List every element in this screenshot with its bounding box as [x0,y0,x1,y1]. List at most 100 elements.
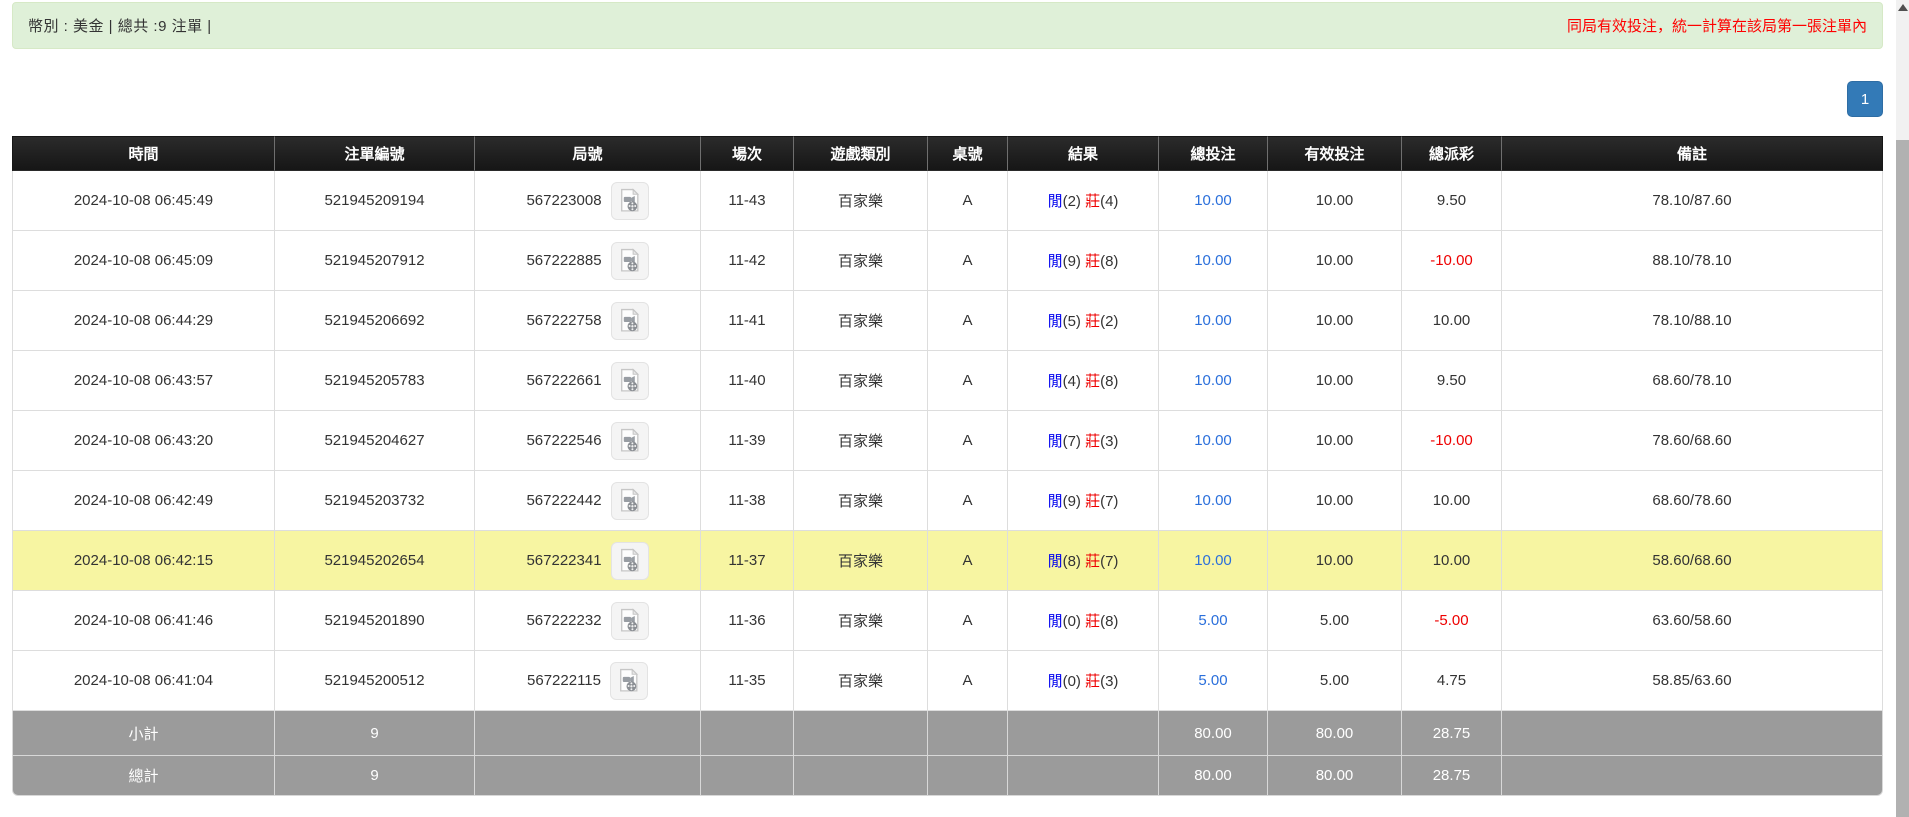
cell-game-type: 百家樂 [794,351,928,411]
cell-round-id: 567222232 [475,591,701,651]
video-file-icon [620,668,639,692]
video-file-icon [621,188,640,212]
cell-bet-id: 521945207912 [275,231,475,291]
cell-empty [928,756,1008,796]
cell-result: 閒(5) 莊(2) [1008,291,1159,351]
cell-session: 11-38 [701,471,794,531]
col-header-round-id: 局號 [475,136,701,171]
table-header-row: 時間 注單編號 局號 場次 遊戲類別 桌號 結果 總投注 有效投注 總派彩 備註 [12,136,1883,171]
total-bet-link[interactable]: 10.00 [1194,312,1232,329]
bet-records: 時間 注單編號 局號 場次 遊戲類別 桌號 結果 總投注 有效投注 總派彩 備註 2024-10-0… [12,136,1883,796]
video-replay-button[interactable] [610,541,649,580]
video-replay-button[interactable] [610,421,649,460]
banker-label: 莊 [1085,553,1101,570]
cell-payout-sum: 28.75 [1402,711,1502,756]
round-number: 567222341 [526,552,602,569]
col-header-result: 結果 [1008,136,1159,171]
round-number: 567222232 [526,612,602,629]
cell-payout: 9.50 [1402,171,1502,231]
cell-valid-bet: 10.00 [1268,531,1402,591]
cell-total-bet: 5.00 [1159,651,1268,711]
cell-game-type: 百家樂 [794,471,928,531]
col-header-bet-id: 注單編號 [275,136,475,171]
cell-valid-bet: 5.00 [1268,591,1402,651]
total-bet-link[interactable]: 5.00 [1198,612,1228,629]
cell-total-bet: 5.00 [1159,591,1268,651]
table-row: 2024-10-08 06:43:20 521945204627 567222546… [12,411,1883,471]
table-row: 2024-10-08 06:41:04 521945200512 567222115… [12,651,1883,711]
total-bet-link[interactable]: 10.00 [1194,492,1232,509]
cell-bet-id: 521945209194 [275,171,475,231]
cell-round-id: 567222341 [475,531,701,591]
player-label: 閒 [1047,433,1063,450]
cell-result: 閒(2) 莊(4) [1008,171,1159,231]
cell-session: 11-39 [701,411,794,471]
video-replay-button[interactable] [610,601,649,640]
page-1-button[interactable]: 1 [1847,81,1883,117]
player-label: 閒 [1047,673,1063,690]
cell-valid-bet-sum: 80.00 [1268,711,1402,756]
video-replay-button[interactable] [610,481,649,520]
payout-value: -10.00 [1430,432,1473,449]
total-bet-link[interactable]: 10.00 [1194,432,1232,449]
banker-label: 莊 [1085,193,1101,210]
cell-time: 2024-10-08 06:43:57 [12,351,275,411]
table-row: 2024-10-08 06:44:29 521945206692 567222758… [12,291,1883,351]
notice-text: 同局有效投注，統一計算在該局第一張注單內 [1566,18,1867,35]
cell-empty [1502,756,1883,796]
round-number: 567222758 [526,312,602,329]
video-replay-button[interactable] [610,361,649,400]
cell-game-type: 百家樂 [794,171,928,231]
cell-table: A [928,231,1008,291]
cell-table: A [928,351,1008,411]
vertical-scrollbar[interactable] [1896,0,1909,817]
payout-value: 9.50 [1436,192,1467,209]
cell-empty [1502,711,1883,756]
total-bet-link[interactable]: 5.00 [1198,672,1228,689]
scrollbar-thumb[interactable] [1896,140,1909,817]
cell-empty [1008,711,1159,756]
round-number: 567222442 [526,492,602,509]
cell-table: A [928,411,1008,471]
cell-result: 閒(8) 莊(7) [1008,531,1159,591]
video-replay-button[interactable] [610,241,649,280]
total-bet-link[interactable]: 10.00 [1194,252,1232,269]
total-bet-link[interactable]: 10.00 [1194,192,1232,209]
cell-empty [475,711,701,756]
cell-valid-bet: 10.00 [1268,231,1402,291]
round-number: 567222661 [526,372,602,389]
video-file-icon [621,368,640,392]
round-number: 567223008 [526,192,602,209]
cell-table: A [928,291,1008,351]
video-replay-button[interactable] [609,661,648,700]
cell-empty [794,756,928,796]
cell-round-id: 567222758 [475,291,701,351]
cell-game-type: 百家樂 [794,291,928,351]
banker-label: 莊 [1085,613,1101,630]
cell-total-label: 總計 [12,756,275,796]
video-file-icon [621,248,640,272]
cell-valid-bet: 10.00 [1268,411,1402,471]
cell-payout: -10.00 [1402,411,1502,471]
cell-bet-id: 521945204627 [275,411,475,471]
table-row: 2024-10-08 06:43:57 521945205783 567222661… [12,351,1883,411]
col-header-time: 時間 [12,136,275,171]
cell-result: 閒(7) 莊(3) [1008,411,1159,471]
col-header-game-type: 遊戲類別 [794,136,928,171]
cell-round-id: 567222442 [475,471,701,531]
cell-result: 閒(4) 莊(8) [1008,351,1159,411]
bet-records-table: 時間 注單編號 局號 場次 遊戲類別 桌號 結果 總投注 有效投注 總派彩 備註 2024-10-0… [12,136,1883,796]
banker-label: 莊 [1085,493,1101,510]
video-replay-button[interactable] [610,301,649,340]
scroll-up-arrow[interactable] [1897,4,1908,11]
cell-empty [794,711,928,756]
video-replay-button[interactable] [610,181,649,220]
cell-game-type: 百家樂 [794,651,928,711]
cell-valid-bet: 5.00 [1268,651,1402,711]
total-bet-link[interactable]: 10.00 [1194,552,1232,569]
cell-table: A [928,531,1008,591]
total-bet-link[interactable]: 10.00 [1194,372,1232,389]
cell-time: 2024-10-08 06:42:15 [12,531,275,591]
cell-remark: 58.85/63.60 [1502,651,1883,711]
player-label: 閒 [1047,613,1063,630]
